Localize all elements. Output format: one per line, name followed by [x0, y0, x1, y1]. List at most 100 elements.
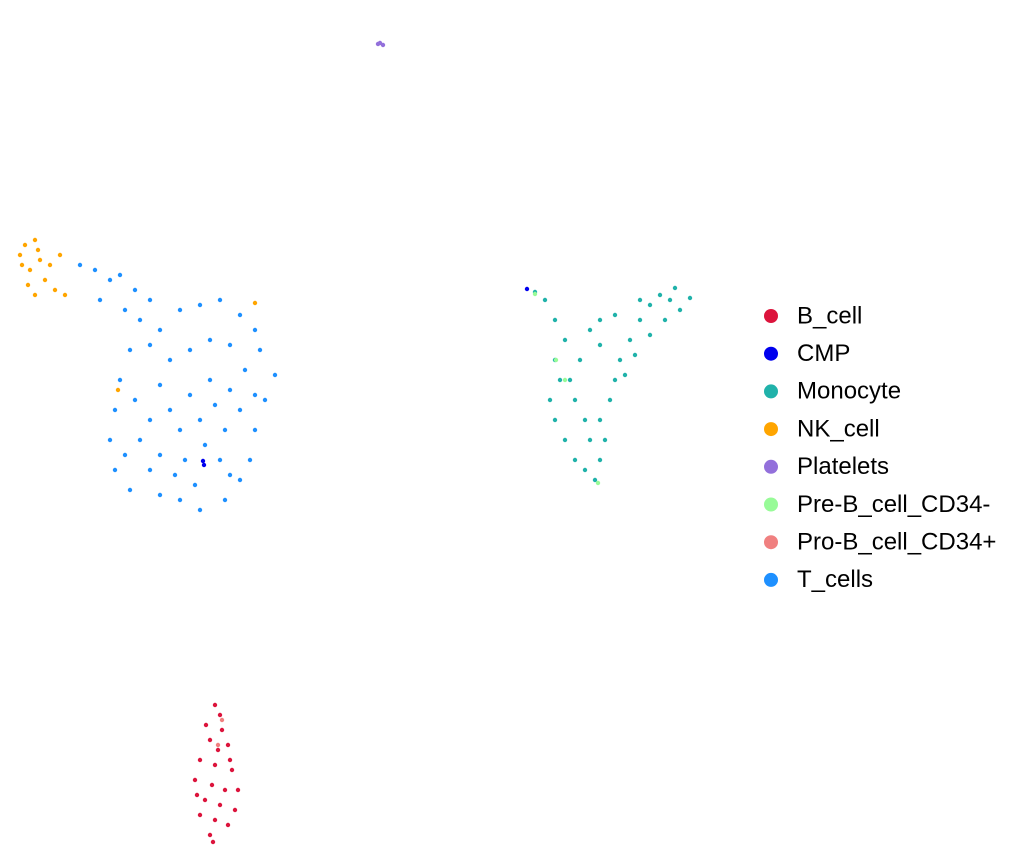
point: [592, 477, 598, 483]
point: [562, 437, 568, 443]
point: [242, 367, 248, 373]
point: [127, 487, 133, 493]
point: [92, 267, 98, 273]
point: [252, 300, 258, 306]
point: [194, 792, 200, 798]
point: [201, 462, 207, 468]
point: [132, 287, 138, 293]
point: [210, 839, 216, 845]
point: [672, 285, 678, 291]
point: [595, 480, 601, 486]
point: [197, 812, 203, 818]
legend-label: Pre-B_cell_CD34-: [797, 491, 990, 518]
point: [562, 377, 568, 383]
point: [597, 417, 603, 423]
point: [217, 712, 223, 718]
point: [157, 327, 163, 333]
point: [32, 237, 38, 243]
legend-swatch: [764, 309, 778, 323]
point: [207, 737, 213, 743]
legend-swatch: [764, 346, 778, 361]
legend-swatch: [764, 572, 778, 587]
point: [227, 472, 233, 478]
point: [207, 337, 213, 343]
point: [47, 262, 53, 268]
point: [137, 437, 143, 443]
point: [147, 297, 153, 303]
point: [177, 497, 183, 503]
point: [587, 327, 593, 333]
point: [217, 457, 223, 463]
point: [602, 437, 608, 443]
point: [607, 397, 613, 403]
point: [252, 327, 258, 333]
point: [622, 372, 628, 378]
point: [212, 762, 218, 768]
point: [532, 291, 538, 297]
point: [167, 407, 173, 413]
point: [662, 317, 668, 323]
point: [215, 747, 221, 753]
point: [147, 342, 153, 348]
point: [157, 452, 163, 458]
point: [147, 417, 153, 423]
point: [187, 392, 193, 398]
point: [172, 472, 178, 478]
point: [225, 822, 231, 828]
legend-swatch: [764, 422, 778, 437]
point: [272, 372, 278, 378]
point: [627, 337, 633, 343]
legend-label: CMP: [797, 340, 850, 367]
point: [219, 717, 225, 723]
point: [582, 417, 588, 423]
legend-swatch: [764, 497, 778, 512]
point: [207, 377, 213, 383]
point: [177, 307, 183, 313]
point: [217, 802, 223, 808]
point: [227, 342, 233, 348]
point: [35, 247, 41, 253]
point: [237, 477, 243, 483]
point: [207, 832, 213, 838]
point: [227, 387, 233, 393]
point: [117, 377, 123, 383]
point: [380, 42, 386, 48]
point: [225, 742, 231, 748]
point: [552, 417, 558, 423]
legend-label: Platelets: [797, 453, 889, 480]
point: [215, 742, 221, 748]
point: [157, 382, 163, 388]
point: [572, 397, 578, 403]
point: [612, 312, 618, 318]
point: [219, 727, 225, 733]
point: [687, 295, 693, 301]
point: [547, 397, 553, 403]
point: [647, 332, 653, 338]
point: [524, 286, 530, 292]
point: [237, 407, 243, 413]
point: [22, 242, 28, 248]
point: [200, 458, 206, 464]
point: [197, 302, 203, 308]
point: [177, 427, 183, 433]
point: [197, 507, 203, 513]
point: [557, 377, 563, 383]
point: [37, 257, 43, 263]
point: [112, 407, 118, 413]
legend-label: NK_cell: [797, 415, 880, 442]
point: [112, 467, 118, 473]
point: [167, 357, 173, 363]
point: [572, 457, 578, 463]
point: [252, 392, 258, 398]
legend-swatch: [764, 384, 778, 399]
point: [212, 402, 218, 408]
point: [597, 457, 603, 463]
point: [127, 347, 133, 353]
point: [182, 457, 188, 463]
legend-label: Pro-B_cell_CD34+: [797, 529, 996, 556]
legend-label: T_cells: [797, 566, 873, 593]
point: [257, 347, 263, 353]
point: [27, 267, 33, 273]
point: [597, 342, 603, 348]
